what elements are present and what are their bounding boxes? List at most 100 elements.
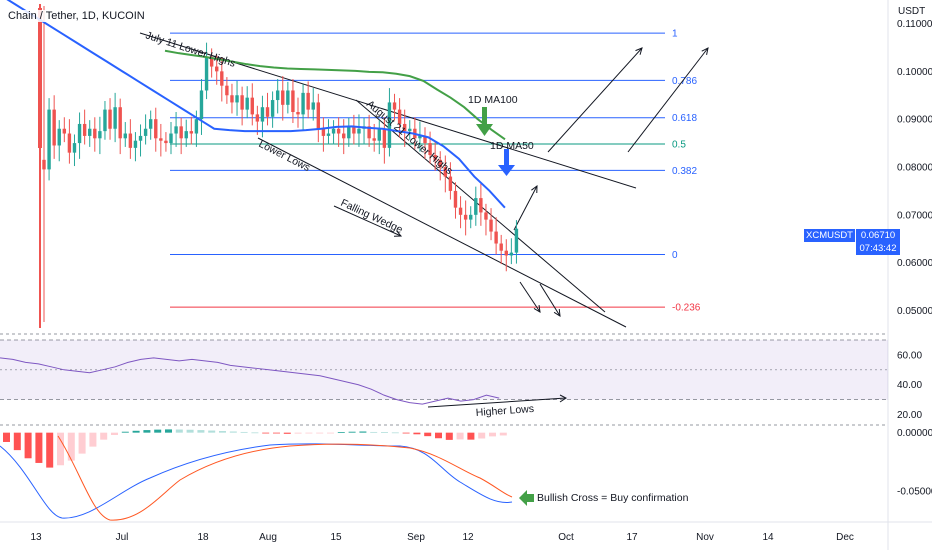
candle-body[interactable]: [453, 190, 458, 208]
candle-body[interactable]: [397, 109, 402, 124]
candle-body[interactable]: [357, 128, 361, 134]
candle-body[interactable]: [392, 102, 397, 110]
candle-body[interactable]: [47, 109, 51, 170]
candle-body[interactable]: [184, 131, 188, 139]
candle-body[interactable]: [382, 128, 387, 148]
candle-body[interactable]: [189, 131, 194, 134]
candle-body[interactable]: [225, 85, 229, 96]
candle-body[interactable]: [148, 119, 153, 129]
candle-body[interactable]: [194, 119, 199, 134]
candle-body[interactable]: [377, 128, 381, 141]
candle-body[interactable]: [215, 66, 219, 72]
candle-body[interactable]: [220, 71, 224, 86]
candle-body[interactable]: [123, 133, 127, 139]
candle-body[interactable]: [433, 155, 437, 160]
candle-body[interactable]: [52, 109, 56, 146]
candle-body[interactable]: [230, 95, 234, 103]
candle-body[interactable]: [499, 243, 503, 251]
candle-body[interactable]: [336, 128, 341, 134]
macd-histogram-bar: [240, 431, 248, 433]
candle-body[interactable]: [270, 100, 275, 117]
candle-body[interactable]: [402, 123, 407, 132]
candle-body[interactable]: [72, 143, 77, 153]
candle-body[interactable]: [408, 128, 412, 132]
candle-body[interactable]: [108, 109, 112, 129]
macd-pane[interactable]: 0.00000 -0.05000: [0, 428, 932, 521]
candle-body[interactable]: [301, 92, 305, 115]
candle-body[interactable]: [82, 123, 87, 136]
candle-body[interactable]: [88, 128, 92, 136]
candle-body[interactable]: [367, 126, 371, 139]
candle-body[interactable]: [164, 140, 168, 144]
candle-body[interactable]: [286, 90, 290, 105]
candle-body[interactable]: [372, 138, 376, 141]
candle-body[interactable]: [463, 214, 468, 220]
candle-body[interactable]: [352, 126, 356, 134]
candle-body[interactable]: [199, 90, 204, 120]
candle-body[interactable]: [204, 57, 209, 91]
candle-body[interactable]: [331, 128, 336, 134]
candlestick-series[interactable]: [38, 4, 519, 328]
candle-body[interactable]: [154, 119, 158, 139]
candle-body[interactable]: [291, 90, 295, 112]
candle-body[interactable]: [347, 126, 351, 139]
rsi-pane[interactable]: 60.00 40.00 20.00: [0, 339, 922, 421]
candle-body[interactable]: [321, 128, 326, 136]
candle-body[interactable]: [448, 176, 453, 191]
candle-body[interactable]: [509, 252, 514, 256]
price-tick-label: 0.06000: [897, 258, 932, 269]
candle-body[interactable]: [428, 143, 432, 156]
candle-body[interactable]: [38, 8, 42, 148]
candle-body[interactable]: [296, 112, 300, 115]
macd-histogram-bar: [424, 432, 432, 437]
candle-body[interactable]: [281, 90, 285, 105]
candle-body[interactable]: [484, 212, 488, 220]
candle-body[interactable]: [245, 97, 249, 110]
candle-body[interactable]: [326, 133, 331, 136]
candle-body[interactable]: [469, 214, 473, 220]
candle-body[interactable]: [143, 128, 148, 136]
candle-body[interactable]: [342, 133, 346, 139]
candle-body[interactable]: [275, 90, 280, 101]
candle-body[interactable]: [103, 109, 107, 132]
candle-body[interactable]: [438, 159, 442, 167]
candle-body[interactable]: [138, 135, 143, 141]
candle-body[interactable]: [306, 92, 310, 110]
candle-body[interactable]: [250, 97, 254, 115]
candle-body[interactable]: [260, 107, 265, 122]
candle-body[interactable]: [479, 198, 483, 213]
candle-body[interactable]: [514, 228, 519, 253]
price-tick-label: 0.08000: [897, 163, 932, 174]
candle-body[interactable]: [77, 123, 82, 144]
candle-body[interactable]: [159, 138, 163, 141]
candle-body[interactable]: [494, 231, 498, 244]
candle-body[interactable]: [255, 114, 260, 122]
candle-body[interactable]: [474, 198, 478, 215]
candle-body[interactable]: [235, 95, 239, 103]
candle-body[interactable]: [423, 135, 427, 144]
candle-body[interactable]: [98, 131, 102, 139]
candle-body[interactable]: [265, 107, 270, 117]
candle-body[interactable]: [118, 107, 122, 139]
candle-body[interactable]: [504, 250, 508, 256]
candle-body[interactable]: [62, 128, 67, 134]
candle-body[interactable]: [316, 102, 321, 129]
candle-body[interactable]: [458, 207, 463, 215]
candle-body[interactable]: [418, 135, 422, 139]
candle-body[interactable]: [443, 167, 448, 177]
candle-body[interactable]: [128, 133, 133, 148]
candle-body[interactable]: [240, 95, 244, 110]
candle-body[interactable]: [93, 128, 97, 139]
candle-body[interactable]: [133, 140, 138, 148]
candle-body[interactable]: [67, 133, 72, 153]
candle-body[interactable]: [209, 57, 214, 67]
candle-body[interactable]: [489, 219, 493, 232]
candle-body[interactable]: [311, 102, 315, 110]
candle-body[interactable]: [113, 107, 117, 129]
candle-body[interactable]: [57, 128, 61, 146]
candle-body[interactable]: [174, 126, 178, 134]
candle-body[interactable]: [387, 102, 392, 148]
candle-body[interactable]: [179, 126, 183, 139]
candle-body[interactable]: [169, 133, 173, 144]
